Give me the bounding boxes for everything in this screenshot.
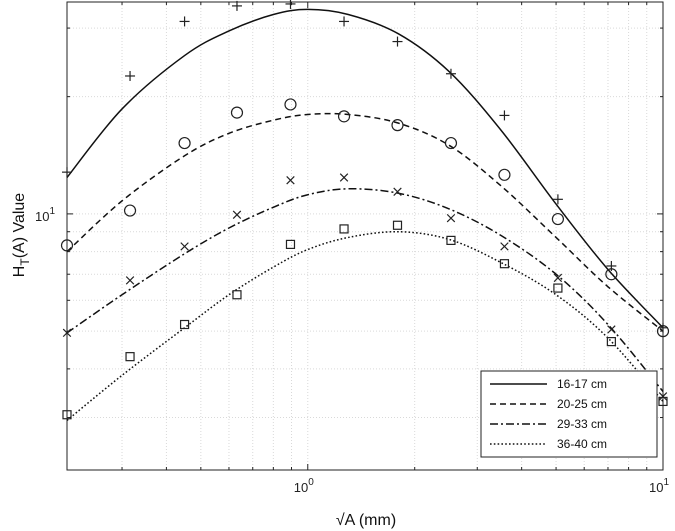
y-tick-label: 101 <box>35 206 55 224</box>
legend-label-2: 20-25 cm <box>557 397 607 411</box>
y-tick-label-exponent: 1 <box>49 206 55 217</box>
series-2-point <box>178 136 191 150</box>
series-3-point <box>553 273 563 283</box>
series-2-point <box>498 168 511 181</box>
series-2-point <box>444 136 458 150</box>
legend-label-4: 36-40 cm <box>557 437 607 451</box>
y-tick-labels: 101 <box>35 206 55 224</box>
series-2-point <box>284 98 297 111</box>
legend-label-3: 29-33 cm <box>557 417 607 431</box>
series-4-point <box>658 396 668 407</box>
x-tick-label-base: 10 <box>294 480 308 495</box>
x-axis-label: √A (mm) <box>336 512 396 529</box>
series-1-point <box>445 68 456 79</box>
series-2-point <box>391 119 404 132</box>
series-2-point <box>337 110 351 123</box>
x-tick-label-base: 10 <box>649 480 663 495</box>
y-axis-label-rest: (A) Value <box>11 193 28 259</box>
y-axis-label: HT(A) Value <box>11 193 32 278</box>
series-1-point <box>179 16 190 27</box>
series-3-point <box>446 213 456 223</box>
legend-label-1: 16-17 cm <box>557 377 607 391</box>
x-tick-label: 101 <box>649 477 669 495</box>
series-4-point <box>179 319 190 330</box>
legend: 16-17 cm 20-25 cm 29-33 cm 36-40 cm <box>480 370 658 458</box>
series-4-point <box>62 410 72 420</box>
y-tick-label-base: 10 <box>35 209 49 224</box>
series-3-point <box>607 325 616 334</box>
series-4-point <box>125 352 135 362</box>
series-2-point <box>605 268 618 281</box>
series-2-point <box>551 212 565 226</box>
series-4-point <box>446 235 456 245</box>
series-3-point <box>339 173 349 182</box>
series-1-point <box>125 70 136 81</box>
series-1-point <box>552 194 563 205</box>
series-curve-3 <box>66 188 664 392</box>
series-4-point <box>499 259 510 269</box>
series-4-point <box>285 239 296 249</box>
x-tick-label-exponent: 0 <box>308 477 314 488</box>
series-1-point <box>231 0 242 11</box>
series-curve-2 <box>66 112 664 332</box>
series-2-point <box>123 204 137 217</box>
series-2-point <box>656 325 670 338</box>
series-1-point <box>499 110 510 121</box>
series-1-point <box>658 322 668 333</box>
series-3-point <box>180 242 189 251</box>
series-curves <box>66 8 664 421</box>
x-tick-label: 100 <box>294 477 314 495</box>
y-axis-label-subscript: T <box>18 258 32 266</box>
series-markers <box>60 0 670 420</box>
series-3-point <box>658 392 668 401</box>
series-3-point <box>286 176 295 185</box>
series-4-point <box>339 224 349 234</box>
series-1-point <box>339 16 350 27</box>
series-3-point <box>500 242 509 251</box>
series-2-point <box>60 239 74 252</box>
plot-area-frame <box>66 1 664 471</box>
series-4-point <box>392 220 403 230</box>
series-1-point <box>62 167 72 178</box>
series-1-point <box>285 0 296 9</box>
series-4-point <box>606 337 616 347</box>
x-tick-label-exponent: 1 <box>663 477 669 488</box>
series-3-point <box>393 187 402 196</box>
series-4-point <box>553 283 563 293</box>
series-4-point <box>232 290 242 300</box>
series-3-point <box>62 328 72 338</box>
x-tick-labels: 100 101 <box>294 477 670 495</box>
legend-box <box>480 370 658 458</box>
series-2-point <box>230 106 244 119</box>
series-3-point <box>125 276 135 285</box>
series-1-point <box>392 36 403 47</box>
y-axis-label-main: H <box>11 266 28 278</box>
series-curve-1 <box>66 8 664 329</box>
series-3-point <box>232 210 242 219</box>
